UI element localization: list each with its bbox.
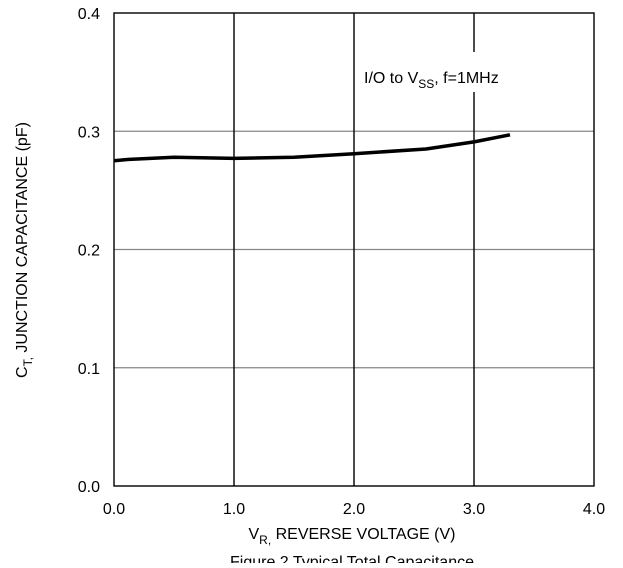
y-tick-label: 0.4 — [78, 6, 100, 23]
x-axis-title-rest: REVERSE VOLTAGE (V) — [271, 526, 455, 543]
x-axis-title-subscript: R, — [259, 533, 271, 547]
annotation: I/O to VSS, f=1MHz — [357, 52, 555, 92]
tick-labels: 0.0 0.1 0.2 0.3 0.4 0.0 1.0 2.0 3.0 4.0 — [78, 6, 605, 518]
plot-border — [113, 12, 595, 487]
annotation-prefix: I/O to V — [364, 70, 419, 87]
x-axis-title-main: V — [248, 526, 259, 543]
series-layer — [113, 133, 511, 163]
annotation-text: I/O to VSS, f=1MHz — [364, 70, 499, 91]
y-axis-title: CT, JUNCTION CAPACITANCE (pF) — [14, 122, 35, 378]
y-tick-label: 0.0 — [78, 479, 100, 496]
y-tick-label: 0.1 — [78, 361, 100, 378]
x-tick-label: 2.0 — [343, 501, 365, 518]
x-axis-title: VR, REVERSE VOLTAGE (V) — [248, 526, 455, 547]
y-axis-title-main: C — [14, 366, 31, 378]
x-tick-label: 4.0 — [583, 501, 605, 518]
series-line — [113, 133, 511, 163]
x-tick-label: 1.0 — [223, 501, 245, 518]
y-axis-title-rest: JUNCTION CAPACITANCE (pF) — [14, 122, 31, 357]
y-axis-title-subscript: T, — [21, 357, 35, 366]
annotation-subscript: SS — [418, 77, 434, 91]
x-tick-label: 0.0 — [103, 501, 125, 518]
x-tick-label: 3.0 — [463, 501, 485, 518]
y-tick-label: 0.3 — [78, 124, 100, 141]
plot-frame — [113, 12, 595, 487]
y-tick-label: 0.2 — [78, 243, 100, 260]
annotation-suffix: , f=1MHz — [434, 70, 498, 87]
annotation-background — [357, 52, 555, 92]
figure-caption: Figure 2 Typical Total Capacitance — [230, 554, 474, 563]
